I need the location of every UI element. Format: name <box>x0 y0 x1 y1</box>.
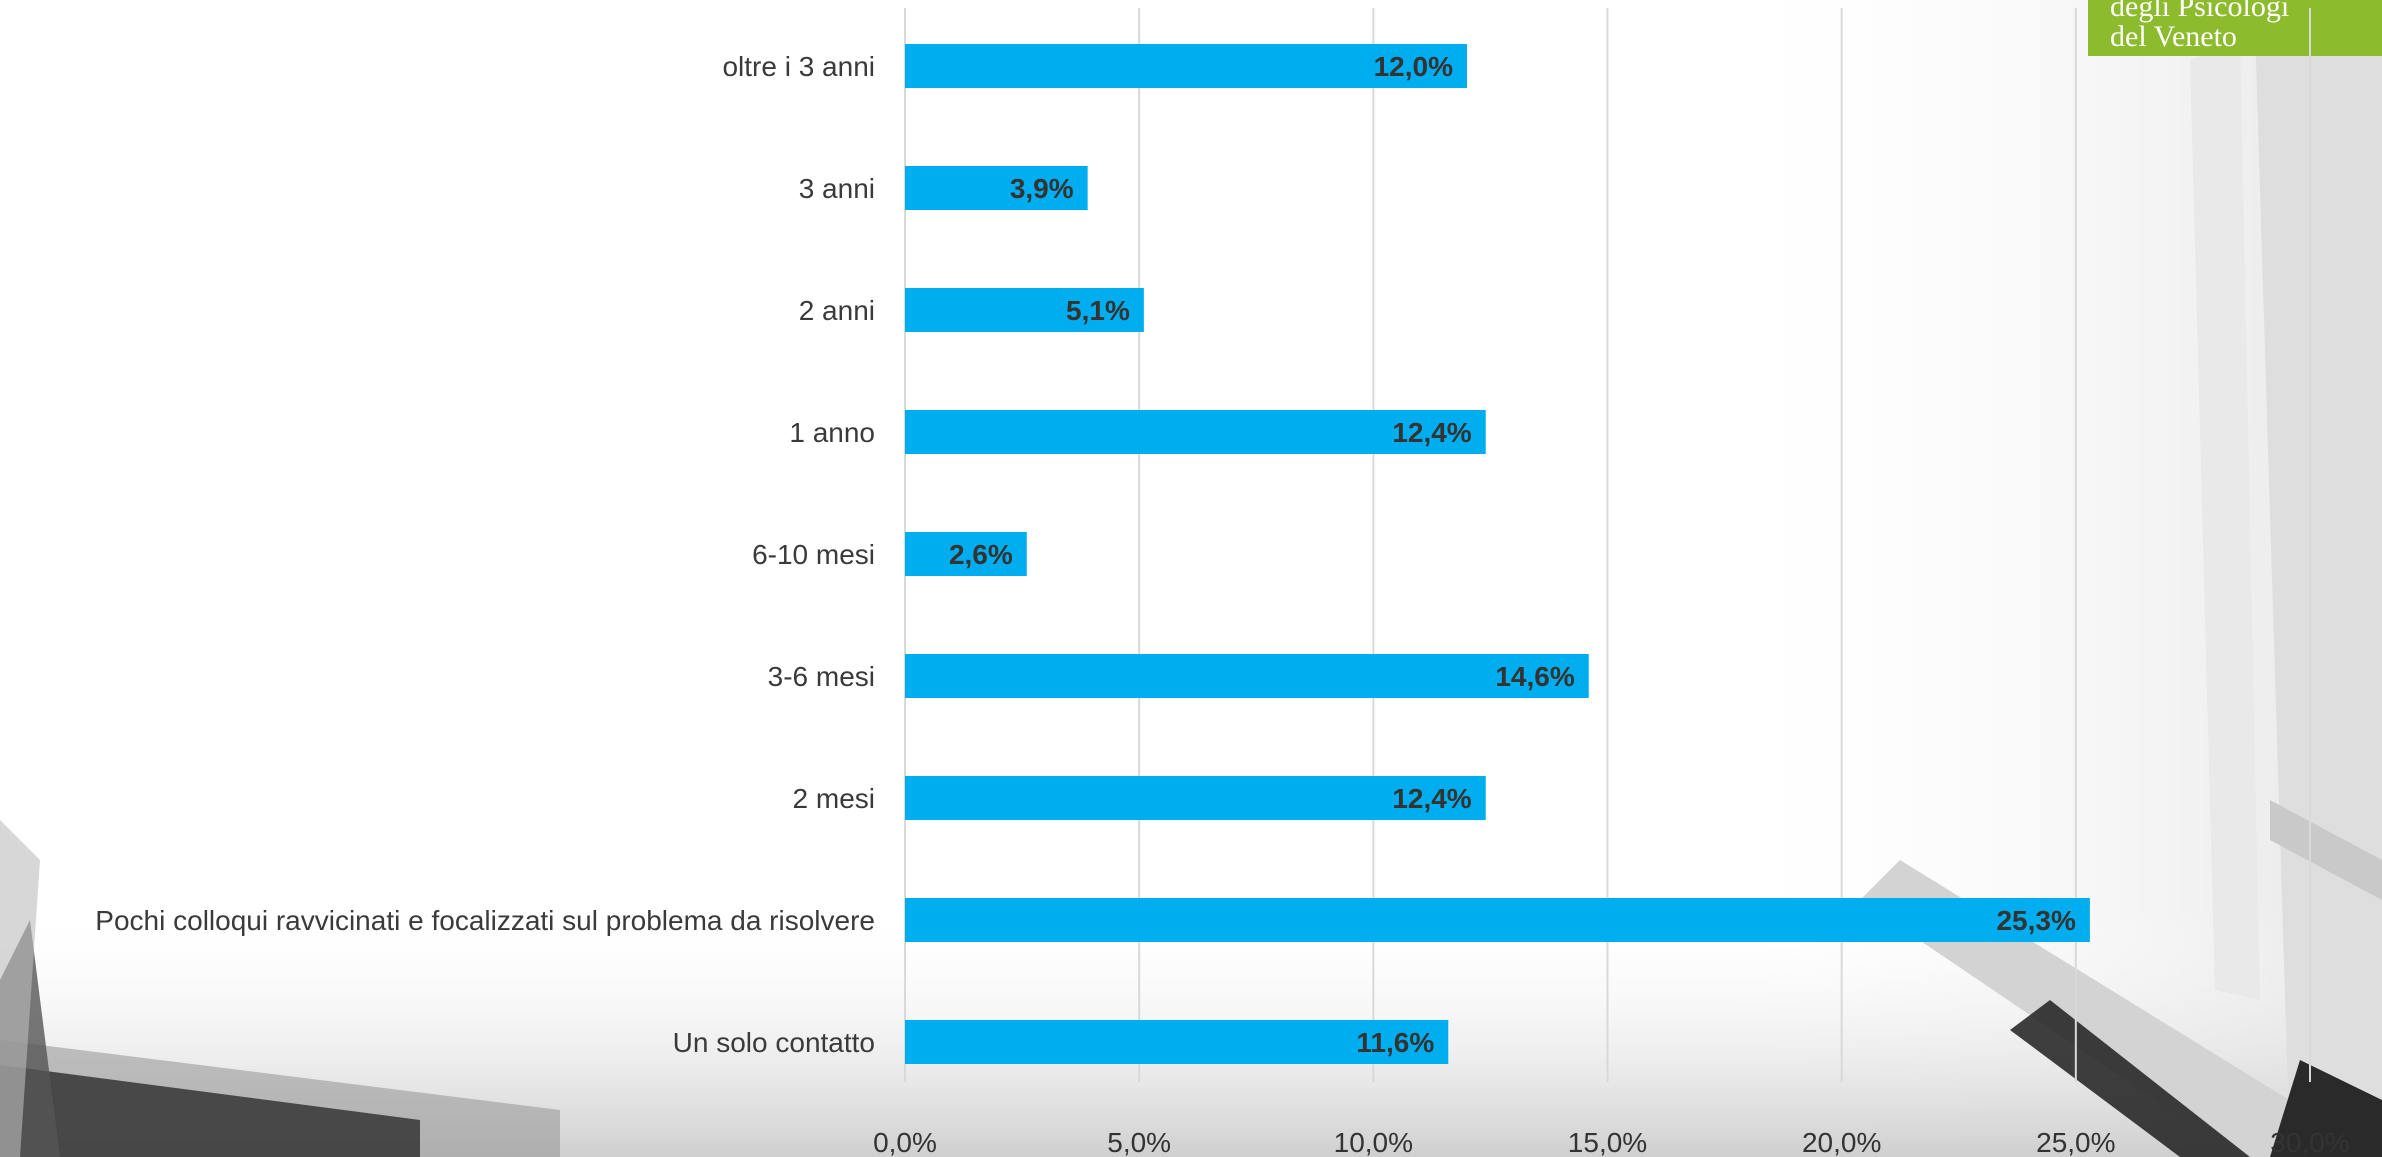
value-label: 12,4% <box>1392 417 1471 448</box>
bar <box>905 898 2090 942</box>
category-label: 2 mesi <box>793 783 875 814</box>
bar <box>905 532 1027 576</box>
bar <box>905 288 1144 332</box>
category-label: 2 anni <box>799 295 875 326</box>
category-label: 6-10 mesi <box>752 539 875 570</box>
value-label: 3,9% <box>1010 173 1074 204</box>
value-label: 5,1% <box>1066 295 1130 326</box>
bar <box>905 166 1088 210</box>
category-label: 3 anni <box>799 173 875 204</box>
value-label: 14,6% <box>1495 661 1574 692</box>
x-tick-label: 15,0% <box>1568 1127 1647 1157</box>
x-tick-label: 0,0% <box>873 1127 937 1157</box>
x-tick-label: 30,0% <box>2270 1127 2349 1157</box>
category-label: 3-6 mesi <box>768 661 875 692</box>
category-label: 1 anno <box>789 417 875 448</box>
bar <box>905 776 1486 820</box>
category-label: oltre i 3 anni <box>722 51 875 82</box>
value-label: 12,4% <box>1392 783 1471 814</box>
value-label: 2,6% <box>949 539 1013 570</box>
bar <box>905 1020 1449 1064</box>
logo-line-2: del Veneto <box>2110 20 2237 53</box>
bar <box>905 44 1467 88</box>
x-tick-label: 10,0% <box>1334 1127 1413 1157</box>
x-axis-tick-labels: 0,0% 5,0% 10,0% 15,0% 20,0% 25,0% 30,0% <box>873 1127 2350 1157</box>
bars-group <box>905 44 2090 1064</box>
category-labels: oltre i 3 anni 3 anni 2 anni 1 anno 6-10 mes… <box>95 51 875 1058</box>
value-labels: 12,0% 3,9% 5,1% 12,4% 2,6% 14,6% 12,4% 25,3% 11,… <box>949 51 2076 1058</box>
value-label: 25,3% <box>1996 905 2075 936</box>
value-label: 11,6% <box>1356 1027 1434 1058</box>
logo-badge: degli Psicologi del Veneto <box>2088 0 2382 56</box>
x-tick-label: 5,0% <box>1107 1127 1171 1157</box>
x-tick-label: 25,0% <box>2036 1127 2115 1157</box>
value-label: 12,0% <box>1374 51 1453 82</box>
bar <box>905 654 1589 698</box>
bar <box>905 410 1486 454</box>
logo-line-1: degli Psicologi <box>2110 0 2290 23</box>
category-label: Pochi colloqui ravvicinati e focalizzati… <box>95 905 875 936</box>
category-label: Un solo contatto <box>673 1027 875 1058</box>
x-tick-label: 20,0% <box>1802 1127 1881 1157</box>
